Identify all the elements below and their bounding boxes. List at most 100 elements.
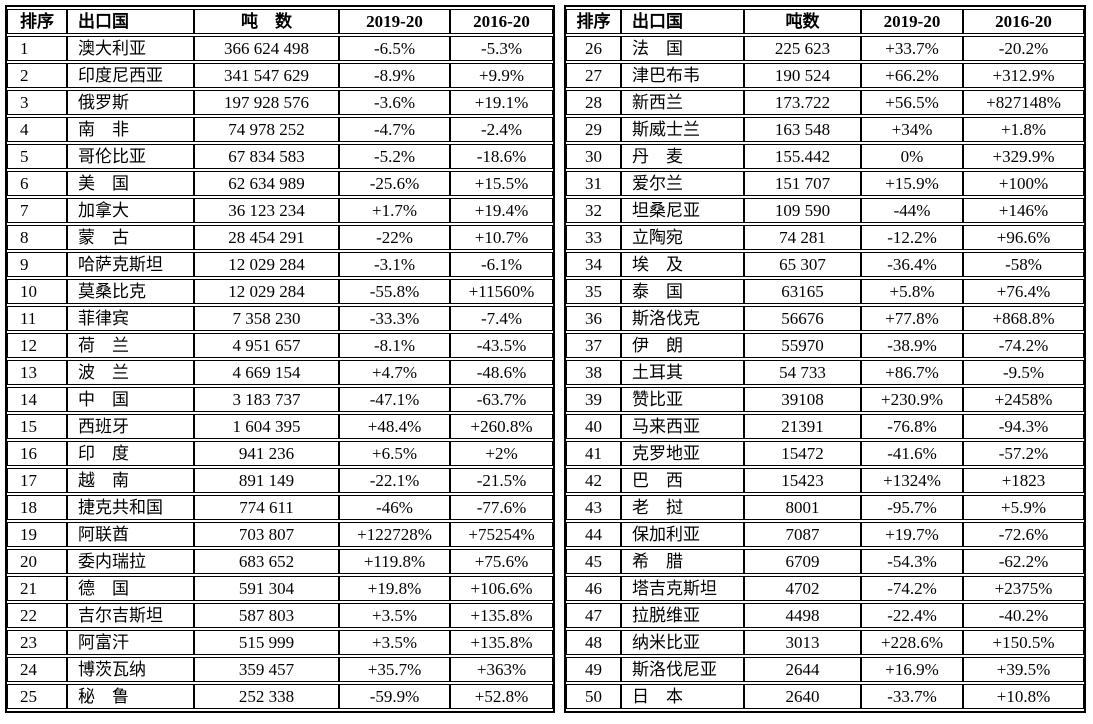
tonnage-cell: 54 733	[744, 360, 861, 385]
rank-cell: 36	[566, 306, 621, 331]
change-2016-20-cell: +75.6%	[450, 549, 553, 574]
rank-cell: 43	[566, 495, 621, 520]
rank-cell: 19	[7, 522, 67, 547]
change-2019-20-cell: +15.9%	[861, 171, 963, 196]
country-cell: 荷 兰	[67, 333, 194, 358]
table-row: 39 赞比亚 39108 +230.9% +2458%	[566, 387, 1084, 412]
change-2016-20-cell: +135.8%	[450, 603, 553, 628]
rank-cell: 20	[7, 549, 67, 574]
tonnage-cell: 7 358 230	[194, 306, 339, 331]
change-2019-20-cell: -22.4%	[861, 603, 963, 628]
rank-cell: 26	[566, 36, 621, 61]
table-row: 28 新西兰 173.722 +56.5% +827148%	[566, 90, 1084, 115]
change-2016-20-cell: +150.5%	[963, 630, 1084, 655]
country-cell: 捷克共和国	[67, 495, 194, 520]
country-cell: 美 国	[67, 171, 194, 196]
change-2016-20-cell: +39.5%	[963, 657, 1084, 682]
country-cell: 拉脱维亚	[621, 603, 744, 628]
change-2019-20-cell: +56.5%	[861, 90, 963, 115]
table-row: 23 阿富汗 515 999 +3.5% +135.8%	[7, 630, 553, 655]
tonnage-cell: 74 281	[744, 225, 861, 250]
change-2016-20-cell: -74.2%	[963, 333, 1084, 358]
change-2019-20-cell: -12.2%	[861, 225, 963, 250]
country-cell: 博茨瓦纳	[67, 657, 194, 682]
rank-cell: 25	[7, 684, 67, 709]
change-2016-20-cell: -72.6%	[963, 522, 1084, 547]
country-cell: 坦桑尼亚	[621, 198, 744, 223]
country-cell: 伊 朗	[621, 333, 744, 358]
table-row: 25 秘 鲁 252 338 -59.9% +52.8%	[7, 684, 553, 709]
rank-cell: 41	[566, 441, 621, 466]
change-2019-20-cell: +6.5%	[339, 441, 450, 466]
change-2016-20-cell: -94.3%	[963, 414, 1084, 439]
country-cell: 斯威士兰	[621, 117, 744, 142]
change-2016-20-cell: -58%	[963, 252, 1084, 277]
table-row: 7 加拿大 36 123 234 +1.7% +19.4%	[7, 198, 553, 223]
change-2016-20-cell: +1823	[963, 468, 1084, 493]
change-2019-20-cell: +1324%	[861, 468, 963, 493]
table-row: 44 保加利亚 7087 +19.7% -72.6%	[566, 522, 1084, 547]
country-cell: 波 兰	[67, 360, 194, 385]
change-2016-20-cell: +75254%	[450, 522, 553, 547]
rank-cell: 9	[7, 252, 67, 277]
tonnage-cell: 6709	[744, 549, 861, 574]
rank-cell: 18	[7, 495, 67, 520]
rank-cell: 39	[566, 387, 621, 412]
tonnage-cell: 366 624 498	[194, 36, 339, 61]
change-2016-20-cell: +100%	[963, 171, 1084, 196]
change-2019-20-cell: +16.9%	[861, 657, 963, 682]
tonnage-cell: 109 590	[744, 198, 861, 223]
country-cell: 西班牙	[67, 414, 194, 439]
tonnage-cell: 28 454 291	[194, 225, 339, 250]
change-2019-20-cell: +19.7%	[861, 522, 963, 547]
tonnage-cell: 65 307	[744, 252, 861, 277]
rank-cell: 28	[566, 90, 621, 115]
change-2019-20-cell: +1.7%	[339, 198, 450, 223]
country-cell: 莫桑比克	[67, 279, 194, 304]
table-row: 34 埃 及 65 307 -36.4% -58%	[566, 252, 1084, 277]
table-row: 42 巴 西 15423 +1324% +1823	[566, 468, 1084, 493]
table-row: 47 拉脱维亚 4498 -22.4% -40.2%	[566, 603, 1084, 628]
country-cell: 纳米比亚	[621, 630, 744, 655]
tonnage-cell: 683 652	[194, 549, 339, 574]
change-2019-20-cell: 0%	[861, 144, 963, 169]
country-cell: 秘 鲁	[67, 684, 194, 709]
country-cell: 加拿大	[67, 198, 194, 223]
tonnage-cell: 2644	[744, 657, 861, 682]
table-row: 1 澳大利亚 366 624 498 -6.5% -5.3%	[7, 36, 553, 61]
table-row: 26 法 国 225 623 +33.7% -20.2%	[566, 36, 1084, 61]
tonnage-cell: 4 951 657	[194, 333, 339, 358]
tonnage-cell: 703 807	[194, 522, 339, 547]
table-row: 20 委内瑞拉 683 652 +119.8% +75.6%	[7, 549, 553, 574]
change-2016-20-cell: -7.4%	[450, 306, 553, 331]
country-cell: 印度尼西亚	[67, 63, 194, 88]
rank-cell: 11	[7, 306, 67, 331]
tonnage-cell: 4498	[744, 603, 861, 628]
table-row: 36 斯洛伐克 56676 +77.8% +868.8%	[566, 306, 1084, 331]
tonnage-cell: 190 524	[744, 63, 861, 88]
change-2019-20-cell: -4.7%	[339, 117, 450, 142]
col-header-tonnage: 吨 数	[194, 9, 339, 34]
change-2016-20-cell: -18.6%	[450, 144, 553, 169]
table-row: 2 印度尼西亚 341 547 629 -8.9% +9.9%	[7, 63, 553, 88]
country-cell: 津巴布韦	[621, 63, 744, 88]
table-row: 43 老 挝 8001 -95.7% +5.9%	[566, 495, 1084, 520]
change-2019-20-cell: -25.6%	[339, 171, 450, 196]
change-2019-20-cell: -8.1%	[339, 333, 450, 358]
tonnage-cell: 173.722	[744, 90, 861, 115]
change-2019-20-cell: +34%	[861, 117, 963, 142]
change-2016-20-cell: +135.8%	[450, 630, 553, 655]
change-2019-20-cell: -55.8%	[339, 279, 450, 304]
tonnage-cell: 3 183 737	[194, 387, 339, 412]
rank-cell: 38	[566, 360, 621, 385]
country-cell: 斯洛伐尼亚	[621, 657, 744, 682]
tonnage-cell: 4702	[744, 576, 861, 601]
table-row: 13 波 兰 4 669 154 +4.7% -48.6%	[7, 360, 553, 385]
table-row: 32 坦桑尼亚 109 590 -44% +146%	[566, 198, 1084, 223]
rank-cell: 17	[7, 468, 67, 493]
change-2016-20-cell: +10.7%	[450, 225, 553, 250]
col-header-2016-20: 2016-20	[450, 9, 553, 34]
rank-cell: 6	[7, 171, 67, 196]
change-2016-20-cell: +329.9%	[963, 144, 1084, 169]
country-cell: 中 国	[67, 387, 194, 412]
